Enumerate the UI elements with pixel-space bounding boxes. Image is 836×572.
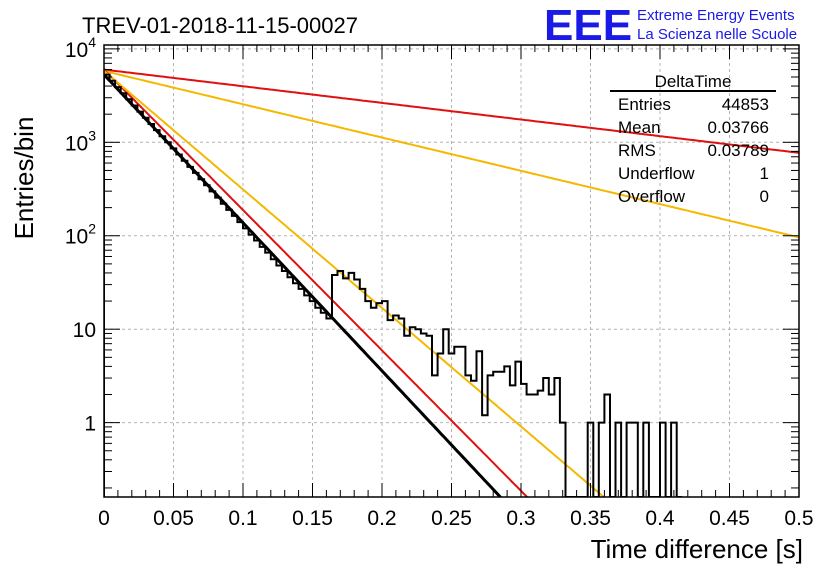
x-tick-label: 0: [98, 507, 110, 530]
y-tick-base: 10: [73, 319, 96, 342]
y-tick-base: 1: [84, 413, 96, 436]
y-tick-label: 103: [65, 127, 96, 155]
x-tick-label: 0.15: [292, 507, 333, 530]
y-tick-base: 10: [65, 39, 88, 62]
bound-line-4: [104, 70, 606, 497]
bound-line-3: [104, 68, 529, 497]
stats-label-entries: Entries: [618, 95, 671, 114]
y-tick-label: 1: [84, 413, 96, 436]
stats-title: DeltaTime: [655, 72, 732, 91]
stats-label-rms: RMS: [618, 141, 656, 160]
stats-value-mean: 0.03766: [708, 118, 769, 137]
x-tick-label: 0.05: [153, 507, 194, 530]
y-tick-base: 10: [65, 132, 88, 155]
stats-label-underflow: Underflow: [618, 164, 695, 183]
stats-label-mean: Mean: [618, 118, 661, 137]
stats-value-rms: 0.03789: [708, 141, 769, 160]
x-axis-title: Time difference [s]: [591, 534, 803, 564]
x-tick-label: 0.2: [367, 507, 396, 530]
y-tick-label: 10: [73, 319, 96, 342]
y-axis-title: Entries/bin: [9, 117, 39, 240]
logo-line-1: Extreme Energy Events: [637, 7, 795, 24]
stats-value-overflow: 0: [760, 187, 769, 206]
x-tick-label: 0.1: [228, 507, 257, 530]
stats-label-overflow: Overflow: [618, 187, 686, 206]
plot-area: [104, 68, 799, 497]
eee-logo: EEE: [544, 1, 632, 50]
logo-line-2: La Scienza nelle Scuole: [637, 26, 797, 43]
grid: [104, 45, 799, 497]
x-tick-label: 0.5: [784, 507, 813, 530]
axes: 0 0.05 0.1 0.15 0.2 0.25 0.3 0.35 0.4 0.45 0.51101…: [65, 34, 814, 530]
x-tick-label: 0.45: [709, 507, 750, 530]
x-tick-label: 0.3: [506, 507, 535, 530]
bound-line-2: [104, 70, 799, 239]
y-tick-exponent: 3: [88, 127, 96, 143]
x-tick-label: 0.4: [645, 507, 675, 530]
run-title: TREV-01-2018-11-15-00027: [82, 13, 358, 38]
y-tick-base: 10: [65, 226, 88, 249]
stats-value-underflow: 1: [760, 164, 769, 183]
y-tick-label: 104: [65, 34, 96, 62]
y-tick-exponent: 4: [88, 34, 96, 50]
bound-line-1: [104, 68, 799, 154]
y-tick-exponent: 2: [88, 221, 96, 237]
x-tick-label: 0.35: [570, 507, 611, 530]
x-tick-label: 0.25: [431, 507, 472, 530]
stats-value-entries: 44853: [722, 95, 769, 114]
stats-box: DeltaTime Entries 44853 Mean 0.03766 RMS…: [610, 72, 776, 206]
y-tick-label: 102: [65, 221, 96, 249]
histogram: [104, 73, 683, 497]
